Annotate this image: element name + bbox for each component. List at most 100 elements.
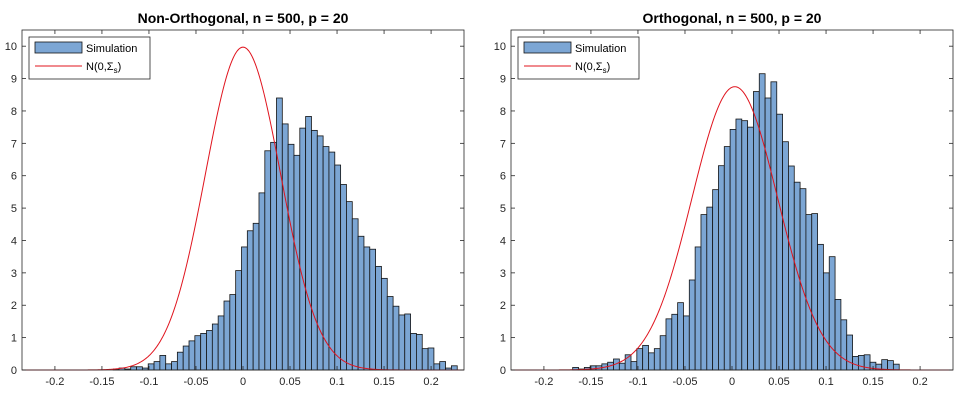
histogram-bar [182,345,190,371]
histogram-bar [188,340,196,371]
normal-density-curve [511,86,953,371]
histogram-bar [305,116,312,371]
histogram-bar [346,201,353,371]
histogram-bar [805,214,813,371]
legend-label-simulation: Simulation [575,43,626,55]
histogram-bar [171,361,178,371]
histogram-bar [159,355,167,371]
y-tick-label: 1 [11,333,17,345]
histogram-bar [130,366,137,371]
x-tick-label: 0.15 [373,376,394,388]
y-tick-label: 3 [11,268,17,280]
histogram-bar [270,141,277,371]
histogram-bar [136,366,143,371]
histogram-bar [648,352,655,371]
x-tick-label: 0.2 [423,376,438,388]
legend-box [517,36,640,80]
y-tick-label: 10 [5,41,17,53]
histogram-bar [665,318,673,371]
y-tick-label: 2 [11,300,17,312]
histogram-bar [176,351,184,371]
y-tick-label: 3 [500,268,506,280]
histogram-bar [287,143,295,371]
histogram-bar [439,361,446,371]
x-tick-label: 0.05 [279,376,300,388]
y-tick-label: 5 [11,203,17,215]
histogram-bar [450,365,458,371]
histogram-bar [852,355,859,371]
chart-title: Non-Orthogonal, n = 500, p = 20 [138,10,349,26]
histogram-bar [276,97,283,371]
histogram-bar [892,363,900,371]
y-tick-label: 9 [500,74,506,86]
histogram-bar [217,315,225,371]
histogram-bar [340,184,347,371]
histogram-bar [165,363,172,371]
legend: Simulation N(0,Σs) [28,36,151,80]
x-tick-label: 0.2 [912,376,927,388]
histogram-bar [828,256,836,371]
axes-orthogonal: -0.2 -0.15 -0.1 -0.05 0 0.05 0.1 0.15 0.2 0 1 2 3 4 5 6… [494,10,954,388]
histogram-bar [311,129,318,371]
x-tick-label: 0 [240,376,246,388]
histogram-bar [723,146,731,371]
histogram-bar [782,141,789,371]
histogram-bar [357,235,365,371]
y-tick-label: 4 [500,235,506,247]
histogram-bar [246,230,254,371]
histogram-bar [235,270,242,371]
histogram-bar [788,165,795,371]
x-tick-label: -0.15 [89,376,114,388]
y-tick-label: 0 [500,365,506,377]
y-tick-label: 6 [11,171,17,183]
histogram-bar [369,248,376,371]
histogram-bar [793,181,801,371]
histogram-bar [770,81,778,371]
y-tick-label: 9 [11,74,17,86]
legend-label-normal: N(0,Σs) [575,61,610,75]
y-tick-label: 7 [11,138,17,150]
histogram-bar [433,363,441,371]
histogram-bar [241,246,248,371]
histogram-bar [206,330,213,371]
histogram-bar [712,189,719,371]
histogram-bar [741,120,749,371]
x-tick-label: 0.05 [768,376,789,388]
histogram-bar [398,314,406,371]
histogram-bar [630,361,638,371]
histogram-bar [351,218,359,371]
histogram-bar [264,150,272,371]
x-tick-label: -0.05 [672,376,697,388]
histogram-bar [683,315,690,371]
x-tick-label: 0.15 [862,376,883,388]
histogram-bar [642,344,649,371]
y-tick-label: 10 [494,41,506,53]
y-tick-label: 8 [500,106,506,118]
histogram-bar [421,348,429,371]
histogram-bar [718,165,725,371]
legend: Simulation N(0,Σs) [517,36,640,80]
legend-swatch-simulation [34,41,83,54]
histogram-bar [410,333,417,371]
histogram-bar [659,335,667,371]
histogram-bar [817,243,824,371]
histogram-bar [381,277,388,371]
histogram-bar [887,360,894,371]
histogram-bar [706,206,714,371]
histogram-bar [677,302,684,371]
x-tick-label: 0.1 [818,376,833,388]
legend-label-normal: N(0,Σs) [86,61,121,75]
histogram-bar [671,313,679,371]
histogram-bar [281,123,289,371]
y-tick-label: 6 [500,171,506,183]
y-tick-label: 5 [500,203,506,215]
histogram-bar [653,348,661,371]
x-tick-label: -0.15 [578,376,603,388]
y-tick-label: 0 [11,365,17,377]
histogram-bar [753,91,760,371]
histogram-bar [857,355,865,371]
histogram-bar [416,333,423,371]
y-tick-label: 2 [500,300,506,312]
histogram-bar [776,113,783,371]
